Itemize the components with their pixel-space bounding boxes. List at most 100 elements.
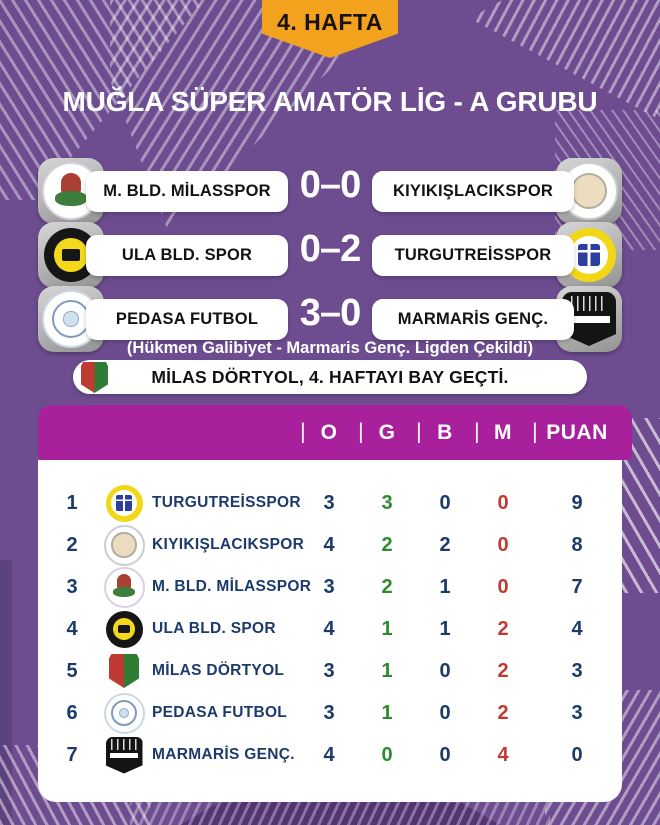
table-row: 1 TURGUTREİSSPOR 3 3 0 0 9	[38, 482, 622, 524]
losses: 0	[497, 491, 509, 514]
home-team-name: ULA BLD. SPOR	[121, 246, 253, 264]
losses: 2	[497, 701, 509, 724]
rank: 4	[66, 617, 78, 640]
away-team-name: MARMARİS GENÇ.	[397, 310, 549, 328]
draws: 0	[439, 659, 451, 682]
pedasa-futbol-crest-icon	[103, 692, 145, 734]
milas-dortyol-crest-icon	[81, 362, 108, 393]
turgutreisspor-crest-icon	[105, 484, 143, 522]
away-team-name: TURGUTREİSSPOR	[394, 246, 552, 264]
away-team-pill: TURGUTREİSSPOR	[372, 235, 574, 276]
points: 4	[571, 617, 583, 640]
draws: 0	[439, 743, 451, 766]
team-name: MARMARİS GENÇ.	[152, 746, 295, 763]
losses: 2	[497, 617, 509, 640]
points: 0	[571, 743, 583, 766]
away-team-pill: KIYIKIŞLACIKSPOR	[372, 171, 574, 212]
rank: 1	[66, 491, 78, 514]
background-pattern	[180, 798, 500, 825]
header-col-played: | O	[300, 418, 338, 444]
rank: 7	[66, 743, 78, 766]
wins: 2	[381, 533, 393, 556]
team-name: M. BLD. MİLASSPOR	[152, 578, 312, 595]
background-pattern	[130, 800, 550, 825]
ula-bld-spor-crest-icon	[105, 610, 143, 648]
week-badge: 4. HAFTA	[262, 0, 398, 58]
match-row: ULA BLD. SPOR 0–2 TURGUTREİSSPOR	[0, 222, 660, 288]
table-row: 4 ULA BLD. SPOR 4 1 1 2 4	[38, 608, 622, 650]
background-pattern	[0, 560, 12, 825]
played: 4	[323, 743, 335, 766]
rank: 5	[66, 659, 78, 682]
table-row: 6 PEDASA FUTBOL 3 1 0 2 3	[38, 692, 622, 734]
home-team-pill: M. BLD. MİLASSPOR	[86, 171, 288, 212]
match-row: M. BLD. MİLASSPOR 0–0 KIYIKIŞLACIKSPOR	[0, 158, 660, 224]
losses: 2	[497, 659, 509, 682]
draws: 1	[439, 617, 451, 640]
column-divider: |	[474, 418, 481, 444]
team-name: KIYIKIŞLACIKSPOR	[152, 536, 305, 553]
column-divider: |	[300, 418, 307, 444]
wins: 1	[381, 701, 393, 724]
draws: 1	[439, 575, 451, 598]
standings-header: | O | G | B | M | PUAN	[38, 405, 632, 460]
home-team-pill: ULA BLD. SPOR	[86, 235, 288, 276]
rank: 2	[66, 533, 78, 556]
losses: 0	[497, 575, 509, 598]
column-divider: |	[416, 418, 423, 444]
standings-table: 1 TURGUTREİSSPOR 3 3 0 0 9 2 KIYIKIŞLACI…	[38, 460, 622, 802]
home-team-pill: PEDASA FUTBOL	[86, 299, 288, 340]
losses: 4	[497, 743, 509, 766]
played: 3	[323, 701, 335, 724]
match-score: 3–0	[299, 292, 361, 334]
home-team-name: PEDASA FUTBOL	[115, 310, 259, 328]
rank: 3	[66, 575, 78, 598]
played: 4	[323, 617, 335, 640]
wins: 3	[381, 491, 393, 514]
header-col-wins: | G	[358, 418, 396, 444]
away-team-pill: MARMARİS GENÇ.	[372, 299, 574, 340]
rank: 6	[66, 701, 78, 724]
header-col-points: | PUAN	[532, 418, 608, 444]
played: 3	[323, 659, 335, 682]
wins: 1	[381, 617, 393, 640]
wins: 2	[381, 575, 393, 598]
week-badge-label: 4. HAFTA	[277, 9, 383, 35]
header-col-losses: | M	[474, 418, 512, 444]
played: 4	[323, 533, 335, 556]
home-team-name: M. BLD. MİLASSPOR	[103, 182, 271, 200]
wins: 0	[381, 743, 393, 766]
column-divider: |	[358, 418, 365, 444]
forfeit-note: (Hükmen Galibiyet - Marmaris Genç. Ligde…	[126, 339, 534, 357]
marmaris-genclik-crest-icon	[105, 736, 143, 774]
column-divider: |	[532, 418, 539, 444]
draws: 0	[439, 491, 451, 514]
wins: 1	[381, 659, 393, 682]
table-row: 3 M. BLD. MİLASSPOR 3 2 1 0 7	[38, 566, 622, 608]
match-row: PEDASA FUTBOL 3–0 MARMARİS GENÇ.	[0, 286, 660, 352]
played: 3	[323, 491, 335, 514]
bye-notice-text: MİLAS DÖRTYOL, 4. HAFTAYI BAY GEÇTİ.	[151, 366, 509, 387]
match-score: 0–0	[299, 164, 361, 206]
draws: 2	[439, 533, 451, 556]
losses: 0	[497, 533, 509, 556]
bye-notice: MİLAS DÖRTYOL, 4. HAFTAYI BAY GEÇTİ.	[73, 360, 587, 394]
match-score: 0–2	[299, 228, 361, 270]
table-row: 5 MİLAS DÖRTYOL 3 1 0 2 3	[38, 650, 622, 692]
table-row: 2 KIYIKIŞLACIKSPOR 4 2 2 0 8	[38, 524, 622, 566]
header-col-draws: | B	[416, 418, 453, 444]
milas-dortyol-crest-icon	[109, 654, 139, 688]
points: 3	[571, 659, 583, 682]
away-team-name: KIYIKIŞLACIKSPOR	[393, 182, 553, 200]
played: 3	[323, 575, 335, 598]
milasspor-crest-icon	[103, 566, 145, 608]
points: 7	[571, 575, 583, 598]
team-name: MİLAS DÖRTYOL	[152, 662, 285, 679]
points: 9	[571, 491, 583, 514]
team-name: TURGUTREİSSPOR	[152, 494, 301, 511]
draws: 0	[439, 701, 451, 724]
team-name: ULA BLD. SPOR	[152, 620, 276, 637]
kiyikislacikspor-crest-icon	[103, 524, 145, 566]
team-name: PEDASA FUTBOL	[152, 704, 288, 721]
points: 8	[571, 533, 583, 556]
